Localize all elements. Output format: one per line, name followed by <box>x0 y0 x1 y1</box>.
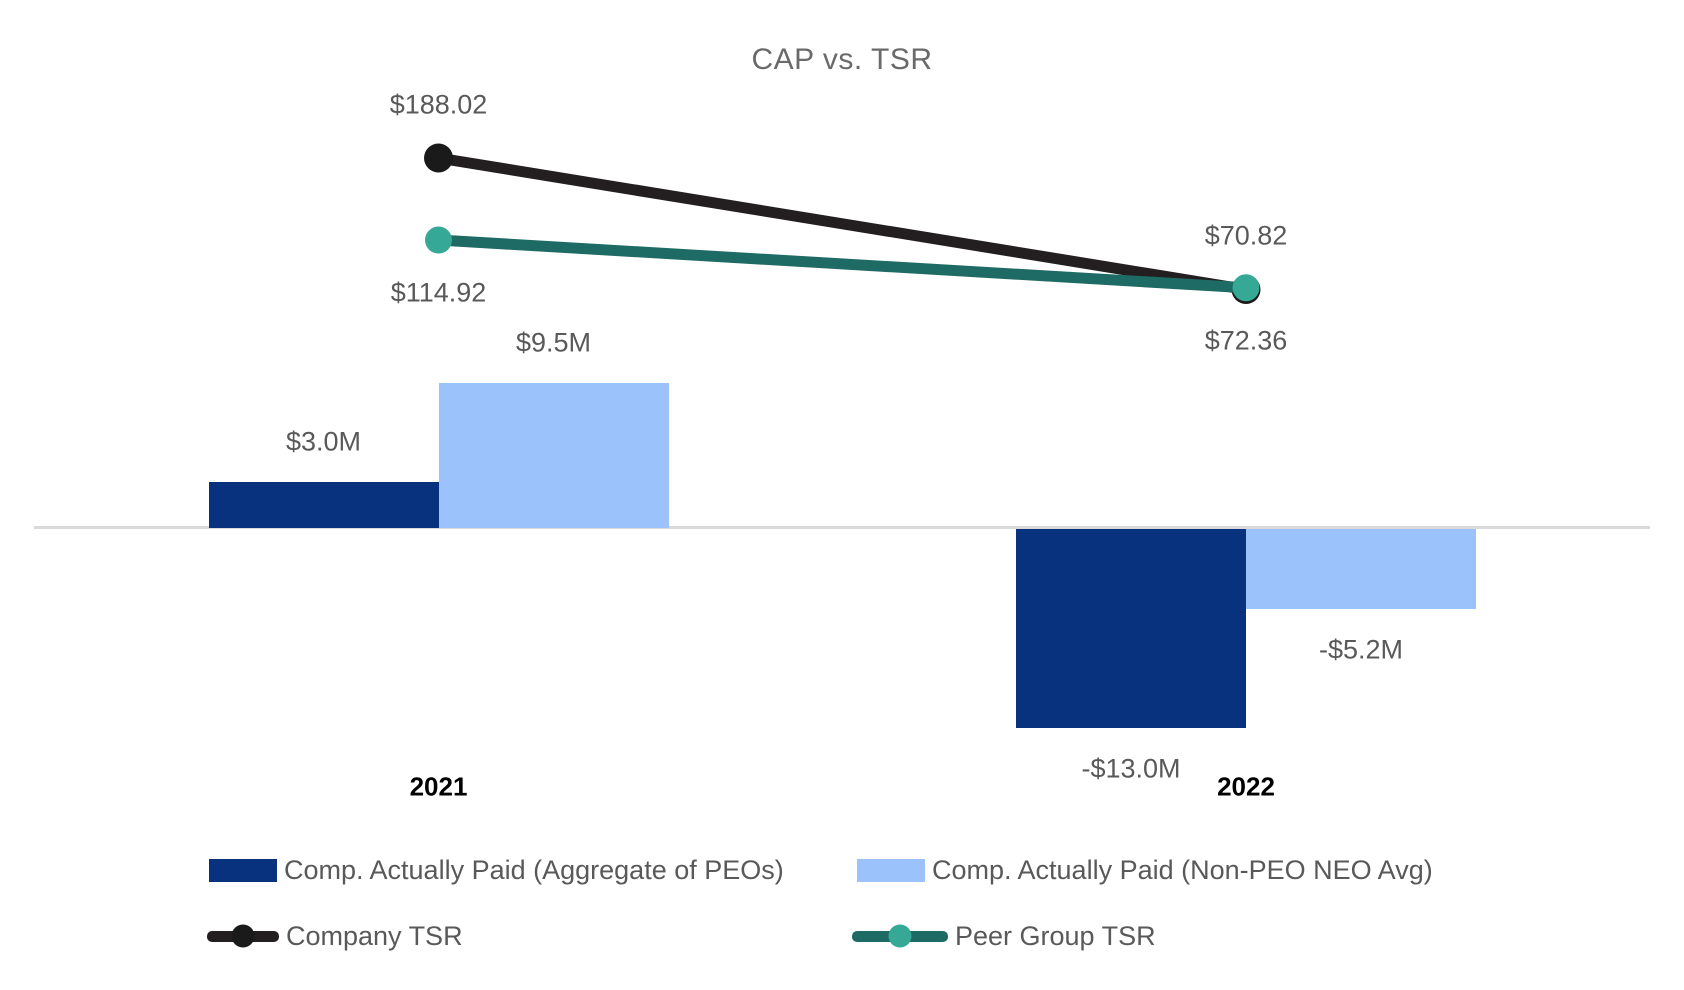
company-tsr-marker-2021 <box>424 143 453 173</box>
company-tsr-marker-icon <box>231 924 255 948</box>
legend-label-nonpeo-cap: Comp. Actually Paid (Non-PEO NEO Avg) <box>932 854 1433 885</box>
legend-item-peer-tsr: Peer Group TSR <box>852 919 1156 953</box>
legend-item-company-tsr: Company TSR <box>207 919 463 953</box>
peer-group-tsr-marker-2021 <box>425 226 452 254</box>
category-label-2021: 2021 <box>409 771 468 802</box>
bar-value-label: -$5.2M <box>1318 634 1404 665</box>
legend-label-peo-cap: Comp. Actually Paid (Aggregate of PEOs) <box>284 854 784 885</box>
bar-value-label: $9.5M <box>515 327 592 358</box>
x-axis-zero-line <box>34 526 1650 529</box>
legend-label-peer-tsr: Peer Group TSR <box>955 920 1156 951</box>
nonpeo-bar-swatch <box>857 858 925 882</box>
company-tsr-line-swatch <box>207 924 279 948</box>
tsr-value-label: $70.82 <box>1204 220 1288 251</box>
peer-tsr-line-swatch <box>852 924 948 948</box>
tsr-value-label: $72.36 <box>1204 325 1288 356</box>
tsr-value-label: $114.92 <box>390 277 487 308</box>
peer-group-tsr-marker-2022 <box>1232 274 1260 302</box>
legend-item-peo-cap: Comp. Actually Paid (Aggregate of PEOs) <box>209 853 784 887</box>
bar-2021-comp-actually-paid-non-peo-neo-avg <box>438 382 669 528</box>
bar-value-label: -$13.0M <box>1081 753 1181 784</box>
bar-2021-comp-actually-paid-aggregate-of-peos <box>208 482 439 528</box>
bar-value-label: $3.0M <box>285 426 362 457</box>
legend-item-nonpeo-cap: Comp. Actually Paid (Non-PEO NEO Avg) <box>857 853 1433 887</box>
company-tsr-line <box>437 152 1247 295</box>
peer-tsr-marker-icon <box>888 924 912 948</box>
bar-2022-comp-actually-paid-non-peo-neo-avg <box>1246 529 1476 609</box>
peo-bar-swatch <box>209 858 277 882</box>
peer-group-tsr-line <box>438 234 1247 294</box>
tsr-value-label: $188.02 <box>389 89 488 120</box>
category-label-2022: 2022 <box>1217 771 1275 802</box>
legend-label-company-tsr: Company TSR <box>286 920 463 951</box>
bar-2022-comp-actually-paid-aggregate-of-peos <box>1016 529 1246 728</box>
chart-title: CAP vs. TSR <box>751 43 933 76</box>
